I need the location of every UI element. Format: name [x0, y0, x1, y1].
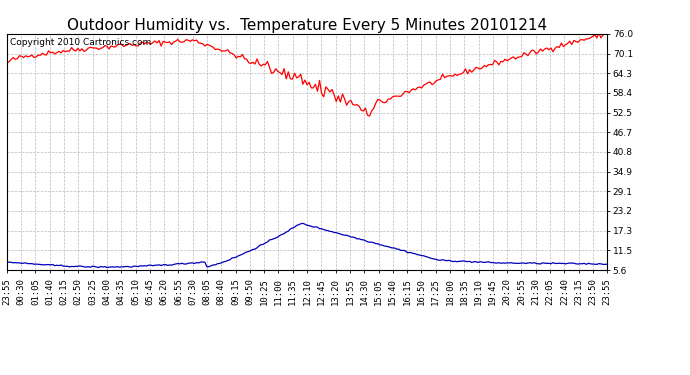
Title: Outdoor Humidity vs.  Temperature Every 5 Minutes 20101214: Outdoor Humidity vs. Temperature Every 5… [67, 18, 547, 33]
Text: Copyright 2010 Cartronics.com: Copyright 2010 Cartronics.com [10, 39, 151, 48]
